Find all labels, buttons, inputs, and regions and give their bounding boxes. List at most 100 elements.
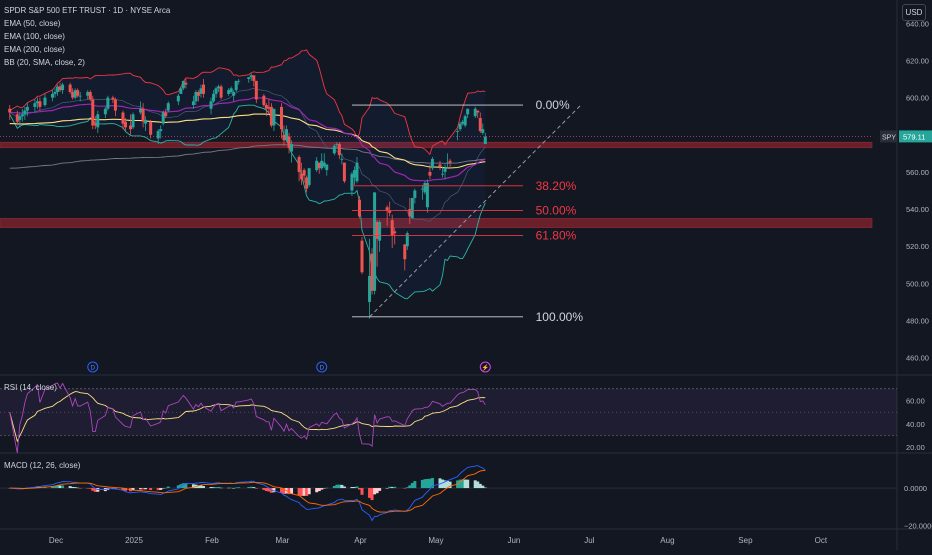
candle[interactable] — [315, 157, 319, 172]
candle[interactable] — [370, 248, 374, 295]
candle[interactable] — [149, 119, 153, 139]
candle[interactable] — [43, 93, 47, 107]
candle[interactable] — [20, 108, 24, 122]
candle[interactable] — [476, 110, 480, 119]
fib-trend-line[interactable] — [369, 104, 582, 318]
ema50-legend[interactable]: EMA (50, close) — [4, 19, 61, 28]
ema200-legend[interactable]: EMA (200, close) — [4, 45, 65, 54]
candle[interactable] — [305, 175, 309, 193]
candle[interactable] — [78, 92, 82, 102]
candle[interactable] — [53, 88, 57, 98]
candle[interactable] — [461, 119, 465, 126]
candle[interactable] — [375, 220, 379, 267]
candle[interactable] — [15, 110, 19, 126]
candle[interactable] — [473, 106, 477, 119]
candle[interactable] — [393, 227, 397, 245]
candle[interactable] — [352, 166, 356, 185]
candle[interactable] — [234, 80, 238, 93]
candle[interactable] — [86, 90, 90, 100]
candle[interactable] — [194, 90, 198, 106]
candle[interactable] — [38, 97, 42, 111]
candle[interactable] — [61, 82, 65, 94]
candle[interactable] — [282, 125, 286, 146]
candle[interactable] — [267, 99, 271, 115]
candle[interactable] — [214, 86, 218, 98]
candle[interactable] — [335, 142, 339, 148]
candle[interactable] — [448, 158, 452, 169]
candle[interactable] — [76, 88, 80, 98]
candle[interactable] — [111, 95, 115, 104]
candle[interactable] — [355, 157, 359, 184]
candle[interactable] — [390, 214, 394, 249]
candle[interactable] — [88, 90, 92, 102]
candle[interactable] — [129, 114, 133, 135]
candle[interactable] — [438, 160, 442, 171]
candle[interactable] — [51, 90, 55, 102]
candle[interactable] — [420, 184, 424, 200]
candle[interactable] — [93, 116, 97, 130]
candle[interactable] — [35, 97, 39, 109]
candle[interactable] — [410, 197, 414, 219]
candle[interactable] — [191, 95, 195, 109]
event-marker[interactable]: D — [87, 361, 99, 373]
candle[interactable] — [307, 168, 311, 187]
candle[interactable] — [320, 153, 324, 171]
candle[interactable] — [201, 79, 205, 98]
candle[interactable] — [68, 82, 72, 94]
candle[interactable] — [478, 112, 482, 133]
candle[interactable] — [481, 123, 485, 135]
candle[interactable] — [264, 103, 268, 117]
rsi-legend[interactable]: RSI (14, close) — [4, 383, 57, 392]
candle[interactable] — [325, 164, 329, 176]
candle[interactable] — [425, 179, 429, 213]
candle[interactable] — [466, 108, 470, 119]
candle[interactable] — [378, 220, 382, 252]
candle[interactable] — [357, 196, 361, 219]
candle[interactable] — [300, 162, 304, 185]
candle[interactable] — [58, 82, 62, 93]
macd-legend[interactable]: MACD (12, 26, close) — [4, 461, 81, 470]
candle[interactable] — [337, 142, 341, 159]
candle[interactable] — [262, 93, 266, 107]
candle[interactable] — [23, 106, 27, 120]
candle[interactable] — [340, 153, 344, 165]
candle[interactable] — [272, 108, 276, 132]
candle[interactable] — [196, 90, 200, 102]
candle[interactable] — [106, 95, 110, 111]
candle[interactable] — [209, 97, 213, 115]
candle[interactable] — [285, 125, 289, 143]
candle[interactable] — [232, 90, 236, 102]
candle[interactable] — [181, 80, 185, 91]
candle[interactable] — [247, 77, 251, 83]
candle[interactable] — [219, 84, 223, 100]
candle[interactable] — [73, 88, 77, 100]
ema100-legend[interactable]: EMA (100, close) — [4, 32, 65, 41]
candle[interactable] — [446, 153, 450, 169]
candle[interactable] — [405, 231, 409, 250]
candle[interactable] — [456, 129, 460, 141]
candle[interactable] — [428, 164, 432, 180]
candle[interactable] — [18, 112, 22, 128]
candle[interactable] — [227, 88, 231, 96]
candle[interactable] — [131, 112, 135, 130]
candle[interactable] — [322, 153, 326, 169]
candle[interactable] — [290, 140, 294, 163]
candle[interactable] — [279, 103, 283, 139]
candle[interactable] — [103, 106, 107, 119]
candle[interactable] — [121, 110, 125, 130]
candle[interactable] — [254, 80, 258, 104]
candle[interactable] — [144, 116, 148, 132]
candle[interactable] — [212, 90, 216, 104]
candle[interactable] — [368, 238, 372, 319]
candle[interactable] — [229, 86, 233, 94]
candle[interactable] — [317, 162, 321, 174]
candle[interactable] — [342, 162, 346, 184]
candle[interactable] — [388, 201, 392, 217]
candle[interactable] — [156, 129, 160, 145]
candle[interactable] — [56, 84, 60, 96]
candle[interactable] — [423, 181, 427, 195]
candle[interactable] — [161, 110, 165, 126]
candle[interactable] — [332, 144, 336, 156]
event-marker[interactable]: D — [316, 361, 328, 373]
candle[interactable] — [297, 155, 301, 182]
